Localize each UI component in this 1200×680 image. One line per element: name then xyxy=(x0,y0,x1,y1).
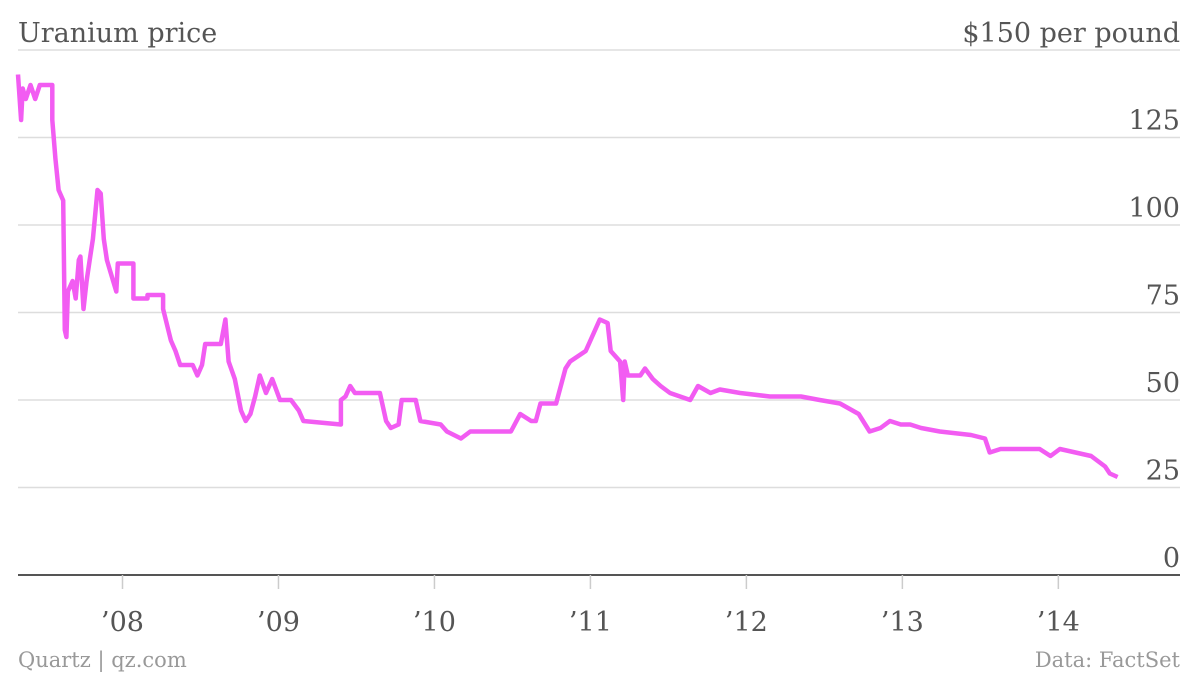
x-tick-label: ’10 xyxy=(413,607,456,638)
y-tick-label: 25 xyxy=(1146,456,1180,487)
y-tick-label: 0 xyxy=(1163,543,1180,574)
x-tick-label: ’13 xyxy=(881,607,924,638)
x-tick-label: ’12 xyxy=(725,607,768,638)
source: Data: FactSet xyxy=(1035,648,1181,672)
credit: Quartz | qz.com xyxy=(18,648,187,673)
y-tick-label: 75 xyxy=(1146,281,1180,312)
x-tick-label: ’09 xyxy=(257,607,300,638)
y-tick-label: 100 xyxy=(1128,193,1180,224)
x-tick-label: ’08 xyxy=(101,607,144,638)
y-tick-label: $150 per pound xyxy=(962,18,1180,49)
chart-title: Uranium price xyxy=(18,18,217,49)
y-tick-label: 50 xyxy=(1146,368,1180,399)
price-line xyxy=(15,74,1119,480)
x-tick-label: ’11 xyxy=(569,607,612,638)
y-tick-label: 125 xyxy=(1128,106,1180,137)
x-tick-label: ’14 xyxy=(1037,607,1080,638)
